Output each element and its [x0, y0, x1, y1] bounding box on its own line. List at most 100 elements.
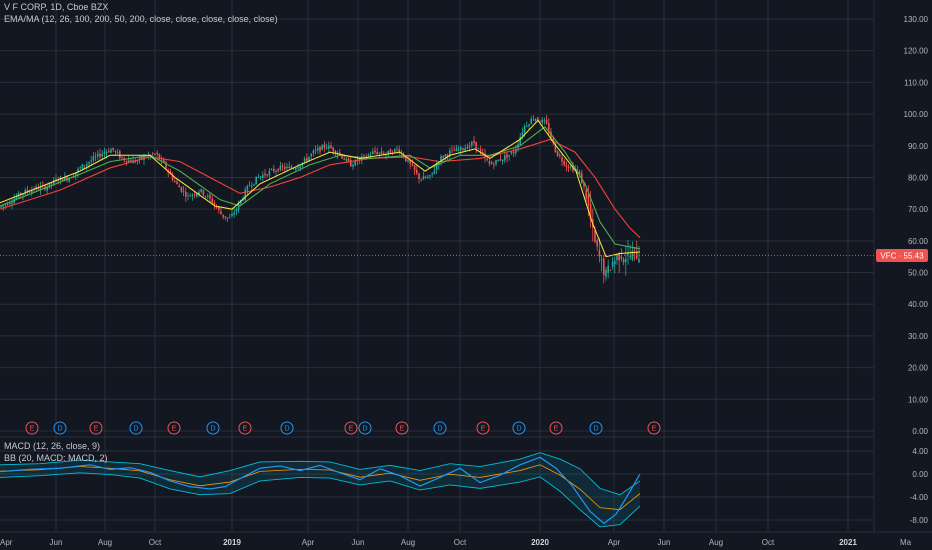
event-marker-label: E: [481, 426, 486, 433]
event-marker-label: D: [593, 426, 598, 433]
candle-body: [204, 196, 207, 197]
event-marker-label: D: [210, 426, 215, 433]
candle-body: [493, 164, 495, 166]
dividend-marker[interactable]: [53, 421, 67, 435]
candle-body: [193, 194, 196, 196]
candle-body: [20, 192, 22, 195]
candle-body: [631, 251, 634, 260]
dividend-marker[interactable]: [589, 421, 603, 435]
candle-body: [138, 157, 141, 160]
earnings-marker[interactable]: [549, 421, 563, 435]
candle-body: [237, 203, 240, 210]
earnings-marker[interactable]: [238, 421, 252, 435]
candle-body: [378, 152, 381, 154]
event-marker-label: E: [400, 426, 405, 433]
candle-body: [490, 162, 493, 165]
earnings-marker[interactable]: [344, 421, 358, 435]
candle-body: [519, 136, 521, 146]
candle-body: [136, 160, 139, 162]
earnings-marker[interactable]: [89, 421, 103, 435]
candle-body: [6, 204, 9, 205]
bb-legend[interactable]: BB (20, MACD: MACD, 2): [4, 453, 108, 463]
event-marker-label: D: [284, 426, 289, 433]
candle-body: [88, 162, 90, 164]
last-price-badge: VFC · 55.43: [876, 249, 928, 262]
candle-body: [224, 216, 227, 218]
candle-body: [528, 124, 530, 127]
candle-body: [303, 158, 306, 162]
dividend-marker[interactable]: [433, 421, 447, 435]
price-tick-label: 50.00: [908, 269, 929, 278]
dividend-marker[interactable]: [358, 421, 372, 435]
candle-body: [4, 204, 7, 206]
time-axis[interactable]: Apr Jun Aug Oct 2019 Apr Jun Aug Oct 2020 Apr Jun Au…: [0, 538, 912, 547]
candle-body: [444, 154, 447, 157]
candle-body: [347, 158, 350, 162]
dividend-marker[interactable]: [512, 421, 526, 435]
candle-body: [116, 151, 119, 153]
time-tick-label: Jun: [658, 538, 671, 547]
dividend-marker[interactable]: [206, 421, 220, 435]
candle-body: [48, 182, 51, 188]
candle-body: [310, 153, 312, 157]
candle-body: [180, 186, 183, 192]
candle-body: [501, 159, 504, 162]
candle-body: [64, 176, 66, 181]
earnings-marker[interactable]: [167, 421, 181, 435]
earnings-marker[interactable]: [476, 421, 490, 435]
candle-body: [407, 159, 409, 162]
candle-body: [539, 121, 541, 123]
candle-body: [431, 172, 433, 175]
earnings-marker[interactable]: [395, 421, 409, 435]
event-marker-label: D: [133, 426, 138, 433]
macd-axis[interactable]: 4.00 0.00 -4.00 -8.00: [910, 447, 929, 525]
candle-body: [523, 125, 526, 133]
candle-body: [556, 151, 559, 157]
candle-body: [229, 217, 231, 219]
candle-body: [222, 214, 224, 218]
time-tick-label: 2019: [223, 538, 241, 547]
candle-body: [209, 194, 211, 199]
dividend-marker[interactable]: [280, 421, 294, 435]
candle-body: [187, 195, 189, 197]
candle-body: [286, 166, 288, 168]
candle-body: [466, 146, 469, 149]
candle-body: [279, 165, 282, 171]
price-tick-label: 120.00: [904, 47, 929, 56]
event-marker-label: D: [437, 426, 442, 433]
dividend-marker[interactable]: [129, 421, 143, 435]
bb-lower-line: [0, 472, 641, 528]
symbol-title[interactable]: V F CORP, 1D, Cboe BZX: [4, 2, 109, 12]
candle-body: [301, 162, 304, 167]
candle-body: [31, 189, 33, 194]
candle-body: [380, 151, 383, 154]
candle-body: [369, 154, 372, 156]
candle-body: [127, 159, 130, 163]
price-tick-label: 30.00: [908, 332, 929, 341]
candle-body: [321, 145, 323, 150]
event-marker-label: E: [349, 426, 354, 433]
candle-body: [479, 149, 482, 152]
candle-body: [255, 176, 257, 185]
price-axis[interactable]: 130.00 120.00 110.00 100.00 90.00 80.00 70.00 6…: [904, 15, 929, 436]
time-tick-label: Oct: [454, 538, 467, 547]
candle-body: [537, 117, 539, 121]
candle-body: [600, 259, 603, 261]
indicator-legend[interactable]: EMA/MA (12, 26, 100, 200, 50, 200, close…: [4, 14, 278, 24]
candle-body: [387, 150, 389, 154]
bb-upper-line: [0, 452, 641, 496]
candle-body: [341, 154, 343, 159]
candle-body: [482, 152, 484, 155]
earnings-marker[interactable]: [647, 421, 661, 435]
candle-body: [396, 148, 398, 150]
candle-body: [446, 154, 449, 157]
candle-body: [330, 145, 332, 149]
candle-body: [288, 166, 290, 169]
earnings-marker[interactable]: [25, 421, 39, 435]
candle-body: [108, 151, 110, 153]
candle-body: [198, 191, 200, 195]
macd-legend[interactable]: MACD (12, 26, close, 9): [4, 441, 101, 451]
candle-body: [510, 152, 513, 154]
candle-body: [28, 191, 31, 193]
